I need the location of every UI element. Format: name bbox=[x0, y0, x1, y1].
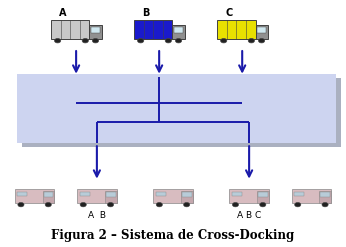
Bar bbox=[255, 25, 267, 39]
Bar bbox=[51, 21, 89, 39]
Circle shape bbox=[260, 203, 266, 207]
Bar bbox=[17, 74, 336, 143]
Text: A: A bbox=[59, 8, 66, 18]
Bar bbox=[105, 191, 117, 203]
Circle shape bbox=[183, 203, 190, 207]
Circle shape bbox=[54, 39, 61, 43]
Circle shape bbox=[322, 203, 328, 207]
Bar bbox=[257, 191, 269, 203]
Bar bbox=[182, 192, 192, 197]
Bar bbox=[319, 191, 331, 203]
Bar bbox=[320, 192, 330, 197]
Bar bbox=[156, 192, 166, 196]
Circle shape bbox=[82, 39, 89, 43]
Circle shape bbox=[137, 39, 144, 43]
Bar bbox=[91, 27, 100, 33]
Circle shape bbox=[107, 203, 113, 207]
Bar bbox=[291, 189, 331, 203]
Bar bbox=[232, 192, 242, 196]
Circle shape bbox=[165, 39, 172, 43]
Text: Figura 2 – Sistema de Cross-Docking: Figura 2 – Sistema de Cross-Docking bbox=[51, 229, 295, 242]
Bar bbox=[44, 192, 53, 197]
Bar bbox=[174, 27, 183, 33]
Circle shape bbox=[80, 203, 86, 207]
Circle shape bbox=[221, 39, 227, 43]
Bar bbox=[172, 25, 184, 39]
Circle shape bbox=[233, 203, 239, 207]
Bar bbox=[43, 191, 55, 203]
Bar bbox=[15, 189, 55, 203]
Circle shape bbox=[258, 39, 265, 43]
Bar bbox=[294, 192, 304, 196]
Text: A B C: A B C bbox=[237, 211, 261, 220]
Circle shape bbox=[18, 203, 24, 207]
Text: C: C bbox=[225, 8, 233, 18]
Bar bbox=[22, 78, 341, 147]
Bar bbox=[257, 27, 266, 33]
Circle shape bbox=[248, 39, 254, 43]
Circle shape bbox=[295, 203, 301, 207]
Bar bbox=[134, 21, 172, 39]
Bar bbox=[106, 192, 116, 197]
Circle shape bbox=[92, 39, 99, 43]
Text: A  B: A B bbox=[88, 211, 106, 220]
Bar bbox=[258, 192, 268, 197]
Bar bbox=[80, 192, 90, 196]
Bar bbox=[89, 25, 101, 39]
Bar bbox=[181, 191, 193, 203]
Bar bbox=[17, 192, 27, 196]
Bar bbox=[77, 189, 117, 203]
Circle shape bbox=[175, 39, 182, 43]
Bar bbox=[153, 189, 193, 203]
Circle shape bbox=[156, 203, 163, 207]
Bar bbox=[229, 189, 269, 203]
Circle shape bbox=[45, 203, 51, 207]
Bar bbox=[217, 21, 255, 39]
Text: B: B bbox=[142, 8, 149, 18]
